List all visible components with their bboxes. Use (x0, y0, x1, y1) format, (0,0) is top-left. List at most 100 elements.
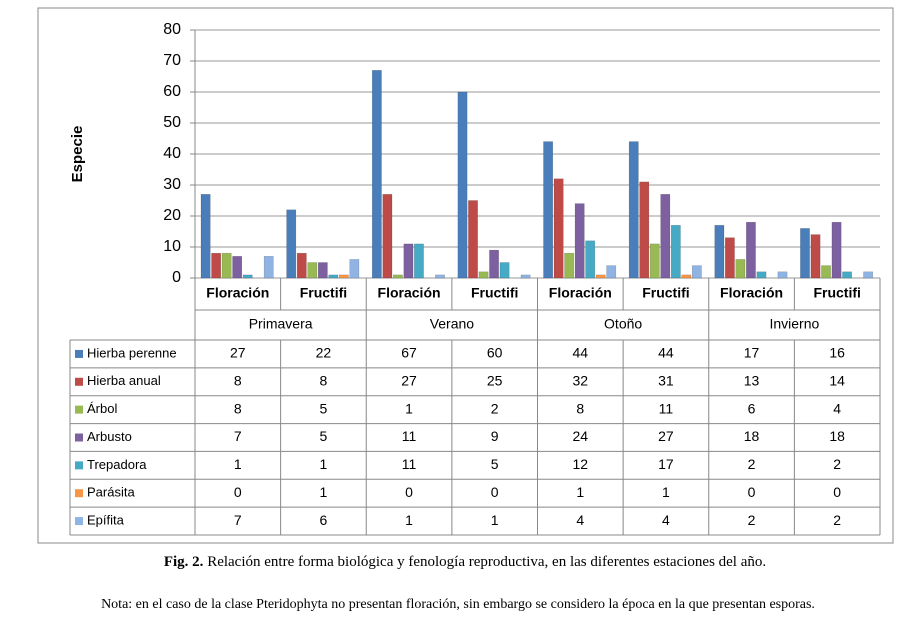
table-value: 0 (405, 484, 413, 500)
y-tick-label: 50 (163, 114, 181, 131)
table-value: 4 (662, 512, 670, 528)
bar (393, 274, 403, 279)
bar (328, 274, 339, 279)
bar (606, 265, 617, 279)
bar (649, 243, 660, 279)
table-value: 5 (320, 428, 328, 444)
legend-swatch (75, 349, 83, 358)
y-tick-label: 20 (163, 207, 181, 224)
table-value: 12 (573, 456, 589, 472)
table-value: 25 (487, 372, 503, 388)
bar (810, 234, 821, 279)
bar (681, 274, 692, 279)
y-tick-label: 70 (163, 52, 181, 69)
x-tick-label: Floración (378, 285, 441, 301)
bar (296, 252, 307, 279)
table-value: 2 (833, 512, 841, 528)
legend-swatch (75, 489, 83, 498)
table-value: 8 (234, 400, 242, 416)
legend-label: Trepadora (87, 457, 147, 472)
bar (863, 271, 873, 279)
bar (574, 203, 585, 279)
table-value: 27 (230, 345, 246, 361)
bar (735, 259, 746, 279)
bar (232, 256, 243, 279)
legend-label: Epífita (87, 513, 125, 528)
table-value: 2 (491, 400, 499, 416)
table-value: 1 (234, 456, 242, 472)
bar (595, 274, 606, 279)
bar (777, 271, 788, 279)
bar (746, 221, 756, 279)
table-value: 1 (405, 512, 413, 528)
table-value: 4 (576, 512, 584, 528)
table-value: 14 (829, 372, 845, 388)
bar (307, 262, 318, 279)
table-value: 0 (833, 484, 841, 500)
x-tick-label: Floración (206, 285, 269, 301)
bar (520, 274, 531, 279)
table-value: 1 (320, 484, 328, 500)
legend-label: Hierba perenne (87, 345, 177, 360)
table-value: 13 (744, 372, 760, 388)
bar (543, 141, 554, 279)
x-tick-label: Fructifi (471, 285, 518, 301)
bar (553, 178, 564, 279)
bar (725, 237, 735, 279)
bar (831, 221, 842, 279)
table-value: 27 (401, 372, 417, 388)
table-value: 1 (405, 400, 413, 416)
legend-swatch (75, 433, 83, 442)
caption-text: Relación entre forma biológica y fenolog… (207, 554, 766, 570)
bar (286, 209, 297, 279)
table-value: 18 (744, 428, 760, 444)
table-value: 7 (234, 428, 242, 444)
table-value: 11 (402, 428, 417, 444)
table-value: 8 (320, 372, 328, 388)
table-value: 16 (829, 345, 845, 361)
table-value: 8 (234, 372, 242, 388)
y-axis-label: Especie (69, 126, 86, 183)
y-tick-label: 30 (163, 176, 181, 193)
bar (211, 252, 222, 279)
bar (338, 274, 349, 279)
chart-frame (37, 7, 894, 544)
bar (756, 271, 767, 279)
legend-swatch (75, 405, 83, 414)
caption-label: Fig. 2. (164, 554, 204, 570)
table-value: 1 (320, 456, 328, 472)
table-value: 2 (748, 456, 756, 472)
legend-swatch (75, 377, 83, 386)
y-tick-label: 60 (163, 83, 181, 100)
bar (585, 240, 596, 279)
table-value: 5 (320, 400, 328, 416)
table-value: 2 (748, 512, 756, 528)
bar (221, 252, 232, 279)
y-tick-label: 0 (172, 269, 181, 286)
group-label: Invierno (769, 316, 819, 332)
table-value: 9 (491, 428, 499, 444)
bar (800, 228, 810, 279)
bar (639, 181, 650, 279)
group-label: Verano (430, 316, 475, 332)
table-value: 0 (234, 484, 242, 500)
table-value: 1 (576, 484, 584, 500)
table-value: 8 (576, 400, 584, 416)
note: Nota: en el caso de la clase Pteridophyt… (101, 597, 815, 612)
y-tick-label: 10 (163, 238, 181, 255)
bar (499, 262, 510, 279)
group-label: Otoño (604, 316, 642, 332)
table-value: 17 (744, 345, 760, 361)
legend-swatch (75, 517, 83, 526)
table-value: 0 (491, 484, 499, 500)
legend-swatch (75, 461, 83, 470)
bar (414, 243, 424, 279)
table-value: 27 (658, 428, 674, 444)
legend-label: Árbol (87, 401, 117, 416)
bar (371, 70, 382, 279)
bar (349, 259, 360, 279)
legend-label: Parásita (87, 485, 135, 500)
table-value: 1 (491, 512, 499, 528)
bar (200, 194, 211, 279)
